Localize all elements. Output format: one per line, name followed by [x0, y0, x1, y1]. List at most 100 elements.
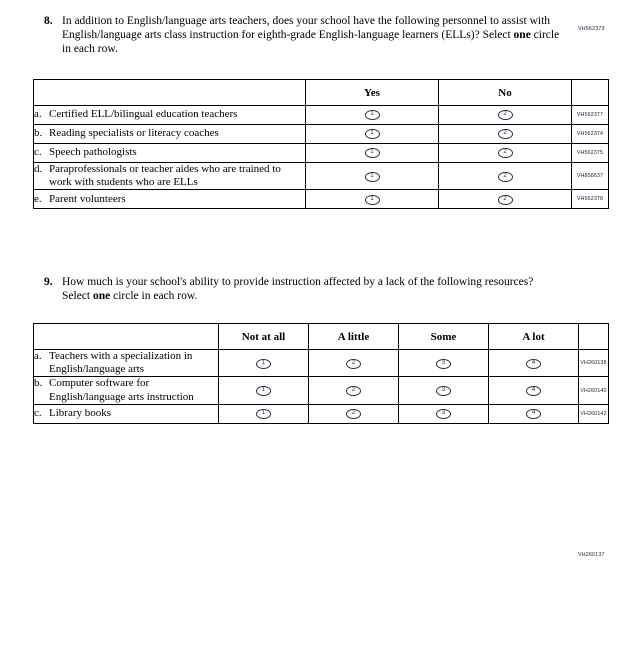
- response-bubble-some[interactable]: 3: [436, 409, 451, 420]
- item-label: Paraprofessionals or teacher aides who a…: [49, 163, 281, 189]
- item-label: Parent volunteers: [49, 192, 126, 205]
- table-row: c. Speech pathologists 1 2 VH562375: [33, 143, 609, 163]
- response-cell-yes[interactable]: 1: [305, 189, 439, 210]
- table-row: b. Computer software for English/languag…: [33, 376, 609, 405]
- response-bubble-some[interactable]: 3: [436, 385, 451, 396]
- question-8-block: VH562373 8. In addition to English/langu…: [0, 14, 642, 57]
- table-row: d. Paraprofessionals or teacher aides wh…: [33, 161, 609, 191]
- response-cell-no[interactable]: 2: [438, 105, 572, 125]
- response-bubble-yes[interactable]: 1: [364, 110, 380, 121]
- response-cell-yes[interactable]: 1: [305, 105, 439, 125]
- response-bubble-no[interactable]: 2: [497, 148, 513, 159]
- column-header-a-little: A little: [308, 323, 399, 350]
- item-letter: b.: [34, 127, 43, 140]
- question-8-text-emphasis: one: [513, 29, 531, 42]
- column-header-code: [571, 79, 609, 106]
- response-cell-some[interactable]: 3: [398, 403, 489, 424]
- item-cell: a. Certified ELL/bilingual education tea…: [33, 105, 306, 125]
- question-9-text: How much is your school's ability to pro…: [62, 275, 562, 303]
- column-header-item: [33, 79, 306, 106]
- response-cell-some[interactable]: 3: [398, 376, 489, 405]
- question-9-heading: 9. How much is your school's ability to …: [0, 275, 642, 303]
- question-8-text: In addition to English/language arts tea…: [62, 14, 562, 57]
- item-code: VH260140: [578, 376, 609, 405]
- question-8-text-part2: circle in each row.: [62, 29, 560, 56]
- item-cell: a. Teachers with a specialization in Eng…: [33, 348, 219, 378]
- response-cell-a-lot[interactable]: 4: [488, 348, 579, 378]
- item-cell: e. Parent volunteers: [33, 189, 306, 210]
- item-label: Reading specialists or literacy coaches: [49, 127, 219, 140]
- item-cell: d. Paraprofessionals or teacher aides wh…: [33, 161, 306, 191]
- response-cell-some[interactable]: 3: [398, 348, 489, 378]
- response-bubble-yes[interactable]: 1: [364, 148, 380, 159]
- response-cell-not-at-all[interactable]: 1: [218, 348, 309, 378]
- response-bubble-no[interactable]: 2: [497, 110, 513, 121]
- response-cell-no[interactable]: 2: [438, 124, 572, 144]
- item-letter: a.: [34, 108, 42, 121]
- item-cell: c. Library books: [33, 403, 219, 424]
- response-cell-not-at-all[interactable]: 1: [218, 403, 309, 424]
- question-8-text-part1: In addition to English/language arts tea…: [62, 15, 551, 42]
- item-code: VH858637: [571, 161, 609, 191]
- response-cell-not-at-all[interactable]: 1: [218, 376, 309, 405]
- response-cell-a-little[interactable]: 2: [308, 348, 399, 378]
- column-header-a-lot: A lot: [488, 323, 579, 350]
- response-bubble-a-little[interactable]: 2: [346, 385, 361, 396]
- response-cell-a-lot[interactable]: 4: [488, 376, 579, 405]
- response-cell-yes[interactable]: 1: [305, 124, 439, 144]
- item-label: Speech pathologists: [49, 146, 137, 159]
- response-cell-a-lot[interactable]: 4: [488, 403, 579, 424]
- response-cell-no[interactable]: 2: [438, 161, 572, 191]
- response-bubble-some[interactable]: 3: [436, 358, 451, 369]
- response-bubble-a-lot[interactable]: 4: [526, 358, 541, 369]
- item-code: VH260138: [578, 348, 609, 378]
- response-cell-yes[interactable]: 1: [305, 161, 439, 191]
- question-9-number: 9.: [44, 276, 53, 288]
- response-bubble-not-at-all[interactable]: 1: [256, 409, 271, 420]
- item-cell: b. Computer software for English/languag…: [33, 376, 219, 405]
- column-header-yes: Yes: [305, 79, 439, 106]
- item-label: Library books: [49, 407, 112, 420]
- item-code: VH562377: [571, 105, 609, 125]
- question-9-text-emphasis: one: [92, 290, 111, 303]
- question-9-block: VH260137 9. How much is your school's ab…: [0, 275, 642, 558]
- response-bubble-a-lot[interactable]: 4: [526, 409, 541, 420]
- response-cell-no[interactable]: 2: [438, 189, 572, 210]
- item-cell: b. Reading specialists or literacy coach…: [33, 124, 306, 144]
- question-8-number: 8.: [44, 15, 53, 27]
- response-bubble-not-at-all[interactable]: 1: [256, 385, 271, 396]
- response-bubble-not-at-all[interactable]: 1: [256, 358, 271, 369]
- item-code: VH562375: [571, 143, 609, 163]
- response-bubble-no[interactable]: 2: [497, 171, 513, 182]
- response-cell-a-little[interactable]: 2: [308, 403, 399, 424]
- item-cell: c. Speech pathologists: [33, 143, 306, 163]
- item-code: VH260142: [578, 403, 609, 424]
- response-matrix-question-9: Not at all A little Some A lot a. Teache…: [33, 323, 609, 424]
- stimulus-code-question-9: VH260137: [578, 552, 605, 558]
- response-cell-a-little[interactable]: 2: [308, 376, 399, 405]
- response-cell-no[interactable]: 2: [438, 143, 572, 163]
- response-bubble-yes[interactable]: 1: [364, 194, 380, 205]
- response-bubble-a-lot[interactable]: 4: [526, 385, 541, 396]
- response-cell-yes[interactable]: 1: [305, 143, 439, 163]
- response-bubble-yes[interactable]: 1: [364, 129, 380, 140]
- item-letter: a.: [34, 350, 42, 362]
- response-bubble-yes[interactable]: 1: [364, 171, 380, 182]
- response-bubble-no[interactable]: 2: [497, 194, 513, 205]
- stimulus-code-question-8: VH562373: [578, 26, 605, 32]
- response-bubble-no[interactable]: 2: [497, 129, 513, 140]
- item-letter: e.: [34, 192, 42, 205]
- item-letter: b.: [34, 377, 43, 390]
- item-code: VH562378: [571, 189, 609, 210]
- table-row: c. Library books 1 2 3 4 VH260142: [33, 403, 609, 424]
- question-9-text-part1: How much is your school's ability to pro…: [62, 276, 534, 303]
- item-letter: c.: [34, 407, 42, 420]
- response-bubble-a-little[interactable]: 2: [346, 409, 361, 420]
- table-row: a. Certified ELL/bilingual education tea…: [33, 105, 609, 125]
- question-8-heading: 8. In addition to English/language arts …: [0, 14, 642, 57]
- table-header-row: Yes No: [33, 79, 609, 106]
- item-code: VH562374: [571, 124, 609, 144]
- column-header-code: [578, 323, 609, 350]
- response-bubble-a-little[interactable]: 2: [346, 358, 361, 369]
